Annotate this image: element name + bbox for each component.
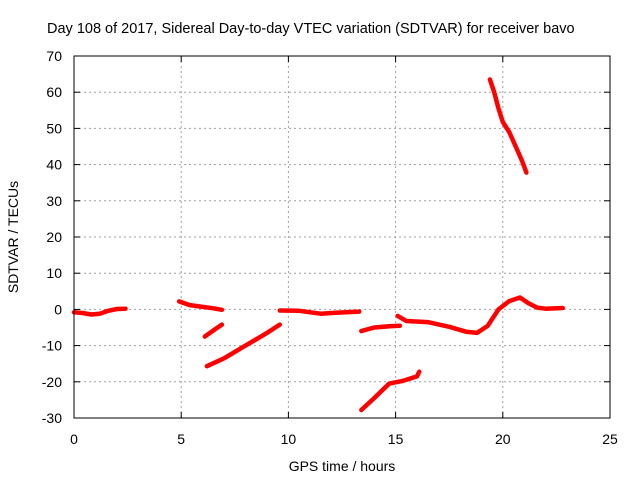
data-segment-8 <box>395 295 566 336</box>
y-tick-label: 70 <box>46 48 62 64</box>
y-tick-label: 0 <box>54 301 62 317</box>
y-tick-label: -10 <box>42 338 62 354</box>
y-tick-label: -20 <box>42 374 62 390</box>
x-tick-label: 0 <box>70 431 78 447</box>
data-segment-3 <box>202 322 225 339</box>
data-segment-2 <box>176 299 225 313</box>
y-tick-label: -30 <box>42 410 62 426</box>
data-segment-9 <box>487 77 529 175</box>
x-tick-label: 5 <box>177 431 185 447</box>
x-axis-label: GPS time / hours <box>289 458 396 474</box>
y-tick-label: 60 <box>46 84 62 100</box>
y-axis: -30 -20 -10 0 10 20 30 40 50 60 70 <box>42 48 610 426</box>
x-axis: 0 5 10 15 20 25 <box>70 56 618 447</box>
chart-title: Day 108 of 2017, Sidereal Day-to-day VTE… <box>47 21 575 37</box>
y-tick-label: 40 <box>46 157 62 173</box>
y-tick-label: 30 <box>46 193 62 209</box>
data-segment-7 <box>359 369 422 413</box>
x-tick-label: 15 <box>388 431 404 447</box>
data-segment-4 <box>204 322 283 369</box>
grid-lines <box>74 56 610 418</box>
y-tick-label: 10 <box>46 265 62 281</box>
data-segment-1 <box>71 306 128 317</box>
x-tick-label: 10 <box>281 431 297 447</box>
x-tick-label: 20 <box>495 431 511 447</box>
data-segment-6 <box>359 323 403 334</box>
y-tick-label: 20 <box>46 229 62 245</box>
y-tick-label: 50 <box>46 120 62 136</box>
data-segment-5 <box>277 308 362 316</box>
x-tick-label: 25 <box>602 431 618 447</box>
data-series <box>71 77 566 413</box>
y-axis-label: SDTVAR / TECUs <box>5 181 21 293</box>
